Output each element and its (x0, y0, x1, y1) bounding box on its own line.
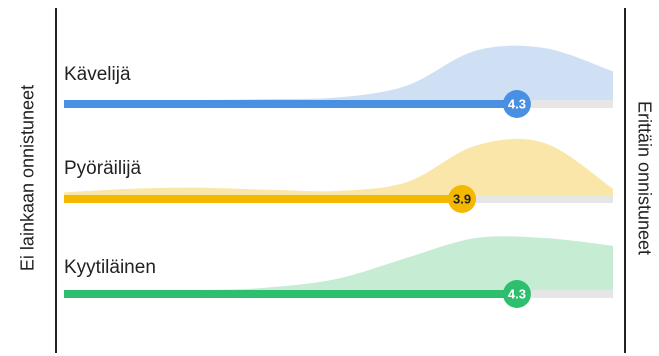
distribution-area-pyorailija (64, 138, 613, 195)
mean-label-pyorailija: 3.9 (453, 192, 471, 207)
mean-label-kavelija: 4.3 (508, 97, 526, 112)
mean-bar-kyytilainen (64, 290, 517, 298)
scale-right-line (624, 8, 626, 353)
mean-bar-kavelija (64, 100, 517, 108)
scale-left-line (55, 8, 57, 353)
distribution-area-kyytilainen (64, 236, 613, 291)
mean-marker-kavelija (502, 90, 531, 118)
mean-marker-pyorailija (448, 185, 477, 213)
series-name-kavelija: Kävelijä (64, 64, 131, 85)
series-name-pyorailija: Pyöräilijä (64, 158, 142, 179)
distribution-area-kavelija (64, 45, 613, 101)
series-name-kyytilainen: Kyytiläinen (64, 257, 156, 278)
mean-label-kyytilainen: 4.3 (508, 287, 526, 302)
mean-marker-kyytilainen (502, 280, 531, 308)
mean-bar-pyorailija (64, 195, 463, 203)
